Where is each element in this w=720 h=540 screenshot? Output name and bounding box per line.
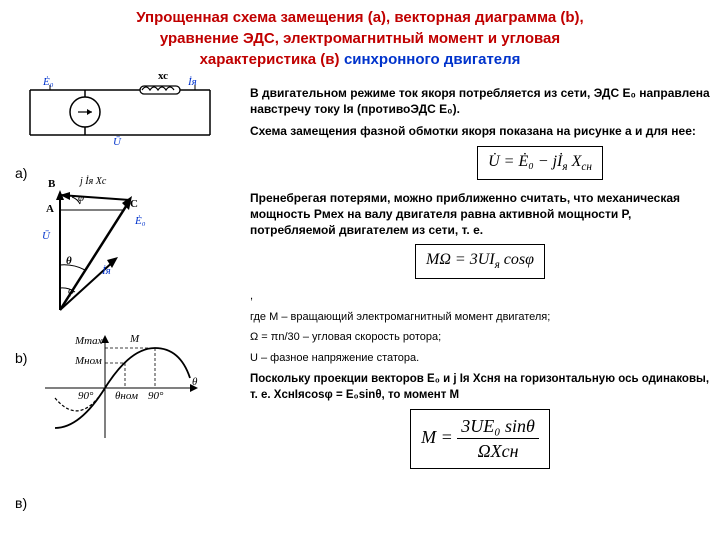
label-e0-top: Ė₀ xyxy=(43,76,54,88)
para-4d: U – фазное напряжение статора. xyxy=(250,351,710,366)
vec-E0: Ė₀ xyxy=(135,215,146,227)
para-3: Пренебрегая потерями, можно приближенно … xyxy=(250,190,710,239)
para-4a: , xyxy=(250,289,710,304)
vec-jIXc: j İя Xс xyxy=(80,176,106,187)
diagram-circuit: Ė₀ İя хс Ū xyxy=(10,80,230,160)
title-line1: Упрощенная схема замещения (а), векторна… xyxy=(136,9,583,26)
label-u-bottom: Ū xyxy=(113,136,121,148)
char-mmax: Mmax xyxy=(75,335,103,347)
vec-phi2: φ xyxy=(78,192,84,204)
char-m: M xyxy=(130,333,139,345)
vec-Iya: İя xyxy=(102,265,111,277)
formula-3: M = 3UE₀ sinθ ΩXсн xyxy=(410,409,550,469)
formula-2-row: MΩ = 3UIя cosφ xyxy=(250,244,710,278)
label-b: b) xyxy=(15,350,27,366)
vec-U: Ū xyxy=(42,230,50,242)
diagram-vector: A B C θ φ φ Ū Ė₀ İя j İя Xс xyxy=(30,170,210,320)
char-theta-axis: θ xyxy=(192,376,197,388)
label-iya-top: İя xyxy=(188,76,197,88)
vector-svg xyxy=(30,170,210,320)
title-line2: уравнение ЭДС, электромагнитный момент и… xyxy=(160,30,560,47)
para-5: Поскольку проекции векторов E₀ и j Iя Xс… xyxy=(250,372,710,403)
char-90a: 90° xyxy=(148,390,163,402)
text-column: В двигательном режиме ток якоря потребля… xyxy=(250,85,710,479)
formula-3-lhs: M = xyxy=(421,427,453,447)
formula-3-num: 3UE₀ sinθ xyxy=(457,414,539,439)
formula-1-row: U̇ = Ė₀ − jİя Xсн xyxy=(250,146,710,180)
para-4c: Ω = πn/30 – угловая скорость ротора; xyxy=(250,330,710,345)
vec-A: A xyxy=(46,203,54,215)
para-2: Схема замещения фазной обмотки якоря пок… xyxy=(250,123,710,139)
diagrams-column: Ė₀ İя хс Ū а) A xyxy=(10,80,240,448)
title-line3a: характеристика (в) xyxy=(200,51,340,68)
para-4b: где M – вращающий электромагнитный момен… xyxy=(250,310,710,325)
char-tnom: θном xyxy=(115,390,138,402)
label-v: в) xyxy=(15,495,27,511)
formula-2: MΩ = 3UIя cosφ xyxy=(415,244,545,278)
page-title: Упрощенная схема замещения (а), векторна… xyxy=(0,0,720,74)
char-mnom: Mном xyxy=(75,355,102,367)
char-svg xyxy=(30,328,210,448)
vec-phi1: φ xyxy=(68,285,74,297)
char-90b: 90° xyxy=(78,390,93,402)
vec-theta: θ xyxy=(66,255,72,267)
label-xc: хс xyxy=(158,70,168,82)
vec-B: B xyxy=(48,178,55,190)
formula-1: U̇ = Ė₀ − jİя Xсн xyxy=(477,146,603,180)
formula-3-row: M = 3UE₀ sinθ ΩXсн xyxy=(250,409,710,469)
title-line3b: синхронного двигателя xyxy=(344,51,520,68)
diagram-characteristic: Mmax Mном M 90° 90° θном θ xyxy=(30,328,210,448)
formula-3-den: ΩXсн xyxy=(457,439,539,463)
para-1: В двигательном режиме ток якоря потребля… xyxy=(250,85,710,117)
formula-3-frac: 3UE₀ sinθ ΩXсн xyxy=(457,414,539,464)
label-a: а) xyxy=(15,165,27,181)
vec-C: C xyxy=(130,198,138,210)
